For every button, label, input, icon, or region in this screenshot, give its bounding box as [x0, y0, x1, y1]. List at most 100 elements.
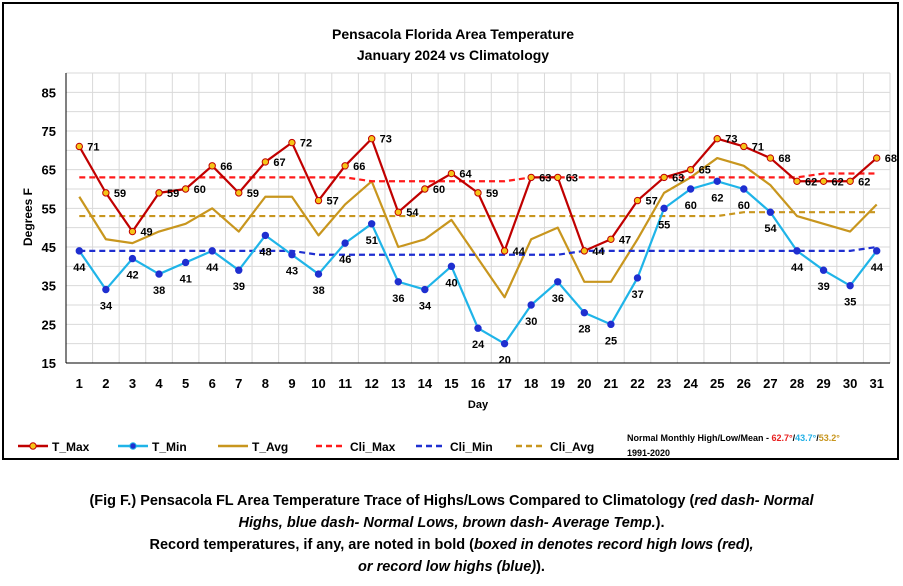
tmin-point [102, 285, 110, 294]
tmax-data-label: 49 [140, 227, 152, 239]
x-tick-label: 31 [869, 376, 883, 391]
tmax-data-label: 73 [725, 134, 737, 146]
tmin-data-label: 44 [73, 262, 86, 274]
tmax-point [500, 247, 509, 255]
x-tick-label: 9 [288, 376, 295, 391]
tmax-data-label: 71 [87, 141, 99, 153]
legend-label-t-min: T_Min [152, 440, 187, 454]
x-tick-label: 23 [657, 376, 671, 391]
tmax-point [421, 185, 429, 193]
legend-label-t-avg: T_Avg [252, 440, 288, 454]
tmin-point [394, 278, 402, 286]
x-tick-label: 6 [209, 376, 216, 391]
tmax-point [633, 196, 642, 205]
tmin-data-label: 44 [206, 262, 219, 274]
tmax-point [527, 173, 535, 182]
tmin-data-label: 39 [233, 281, 245, 293]
caption-line-1: (Fig F.) Pensacola FL Area Temperature T… [0, 490, 903, 512]
x-tick-label: 17 [497, 376, 511, 391]
tmax-point [819, 177, 828, 185]
tmax-point [873, 154, 881, 162]
legend-label-t-max: T_Max [52, 440, 90, 454]
legend-label-cli-avg: Cli_Avg [550, 440, 594, 454]
x-tick-label: 18 [524, 376, 538, 391]
y-tick-label: 85 [42, 85, 56, 100]
tmin-point [474, 324, 482, 332]
tmin-data-label: 43 [286, 266, 298, 278]
tmax-data-label: 57 [327, 196, 339, 208]
tmax-point [660, 173, 668, 182]
x-tick-label: 5 [182, 376, 189, 391]
tmax-data-label: 60 [194, 184, 206, 196]
caption-line-1-text: (Fig F.) Pensacola FL Area Temperature T… [89, 493, 695, 509]
tmin-data-label: 41 [180, 273, 192, 285]
tmin-data-label: 38 [313, 285, 325, 297]
tmax-point [288, 138, 296, 147]
tmax-point [554, 173, 562, 182]
tmax-data-label: 57 [645, 196, 657, 208]
caption-line-4-text: ). [536, 559, 545, 575]
x-tick-label: 24 [683, 376, 698, 391]
tmax-point [793, 177, 801, 185]
tmin-data-label: 48 [259, 246, 271, 258]
tmin-point [580, 309, 589, 317]
tmin-point [155, 270, 163, 278]
tmin-point [341, 239, 349, 247]
tmax-point [128, 227, 137, 236]
x-axis-label: Day [468, 399, 489, 411]
tmin-point [793, 247, 801, 255]
y-tick-label: 15 [42, 356, 56, 371]
y-tick-label: 65 [42, 163, 56, 178]
y-tick-label: 55 [42, 201, 56, 216]
tmax-data-label: 63 [539, 172, 551, 184]
caption-line-4: or record low highs (blue)). [0, 556, 903, 578]
tmax-data-label: 59 [486, 188, 498, 200]
normals-note-prefix: Normal Monthly High/Low/Mean - [627, 433, 772, 443]
tmax-data-label: 47 [619, 234, 631, 246]
x-tick-label: 30 [843, 376, 857, 391]
legend-label-cli-min: Cli_Min [450, 440, 493, 454]
tmin-point [873, 247, 881, 255]
tmin-data-label: 60 [685, 200, 697, 212]
tmin-point [314, 270, 323, 278]
tmin-data-label: 51 [366, 235, 378, 247]
normals-note-sep1: / [793, 433, 796, 443]
tmin-data-label: 62 [711, 192, 723, 204]
tmax-point [181, 185, 190, 193]
tmin-data-label: 30 [525, 316, 537, 328]
temperature-chart: Pensacola Florida Area Temperature Janua… [18, 26, 897, 458]
x-tick-label: 15 [444, 376, 458, 391]
tmax-point [713, 135, 721, 143]
tmax-data-label: 59 [114, 188, 126, 200]
x-tick-label: 7 [235, 376, 242, 391]
x-tick-label: 16 [471, 376, 485, 391]
tmax-data-label: 63 [672, 172, 684, 184]
tmax-data-label: 66 [353, 161, 365, 173]
tmax-data-label: 65 [699, 165, 711, 177]
y-tick-label: 45 [42, 240, 56, 255]
chart-frame [2, 2, 899, 460]
tmax-data-label: 71 [752, 141, 764, 153]
tmax-point [846, 177, 854, 185]
x-tick-label: 26 [737, 376, 751, 391]
tmax-point [394, 208, 402, 216]
tmax-data-label: 62 [832, 176, 844, 188]
tmin-point [367, 220, 376, 228]
tmin-data-label: 35 [844, 297, 856, 309]
caption-line-2: Highs, blue dash- Normal Lows, brown das… [0, 512, 903, 534]
tmax-point [474, 189, 482, 197]
tmin-point [713, 177, 721, 185]
tmin-point [607, 320, 615, 329]
caption-line-2-italic: Highs, blue dash- Normal Lows, brown das… [238, 515, 656, 531]
x-tick-label: 21 [604, 376, 618, 391]
y-tick-label: 75 [42, 124, 56, 139]
tmin-data-label: 34 [100, 301, 113, 313]
tmin-point [766, 208, 775, 216]
series-line-cli-avg [79, 211, 877, 218]
x-tick-label: 3 [129, 376, 136, 391]
tmax-point [235, 189, 243, 197]
tmax-data-label: 63 [566, 172, 578, 184]
caption-line-3-text: Record temperatures, if any, are noted i… [149, 537, 474, 553]
tmin-point [686, 185, 695, 193]
tmin-point [846, 281, 854, 290]
